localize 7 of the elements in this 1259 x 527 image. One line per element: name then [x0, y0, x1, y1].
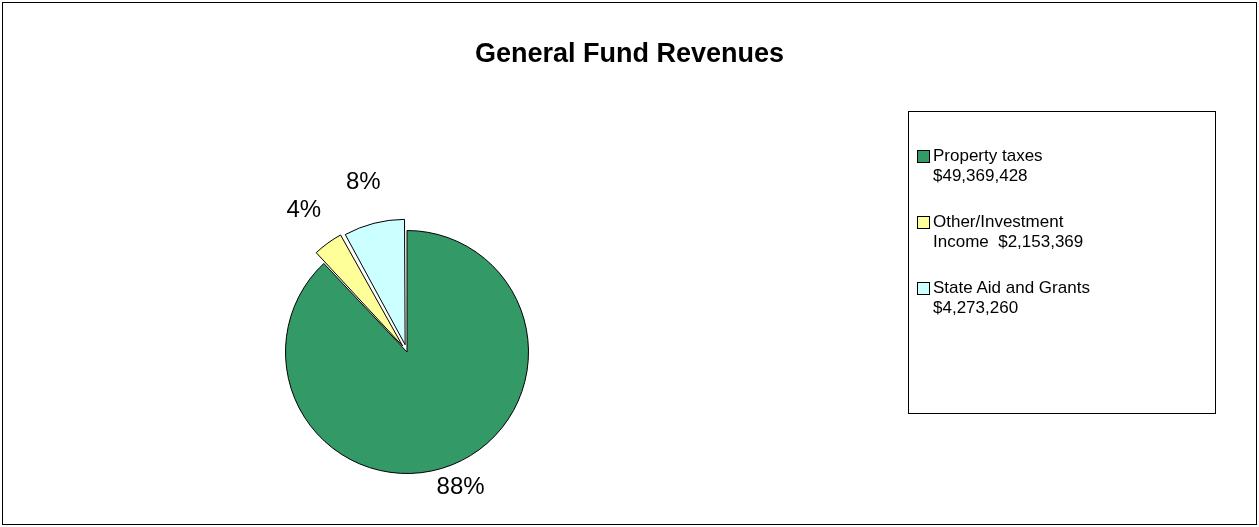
chart-title: General Fund Revenues — [473, 38, 786, 69]
data-label: 88% — [436, 471, 485, 499]
legend-label: Other/Investment Income $2,153,369 — [933, 212, 1085, 252]
legend-label: State Aid and Grants $4,273,260 — [933, 278, 1091, 318]
legend-label: Property taxes $49,369,428 — [933, 146, 1044, 186]
data-label: 8% — [346, 166, 381, 194]
data-label: 4% — [286, 194, 322, 222]
